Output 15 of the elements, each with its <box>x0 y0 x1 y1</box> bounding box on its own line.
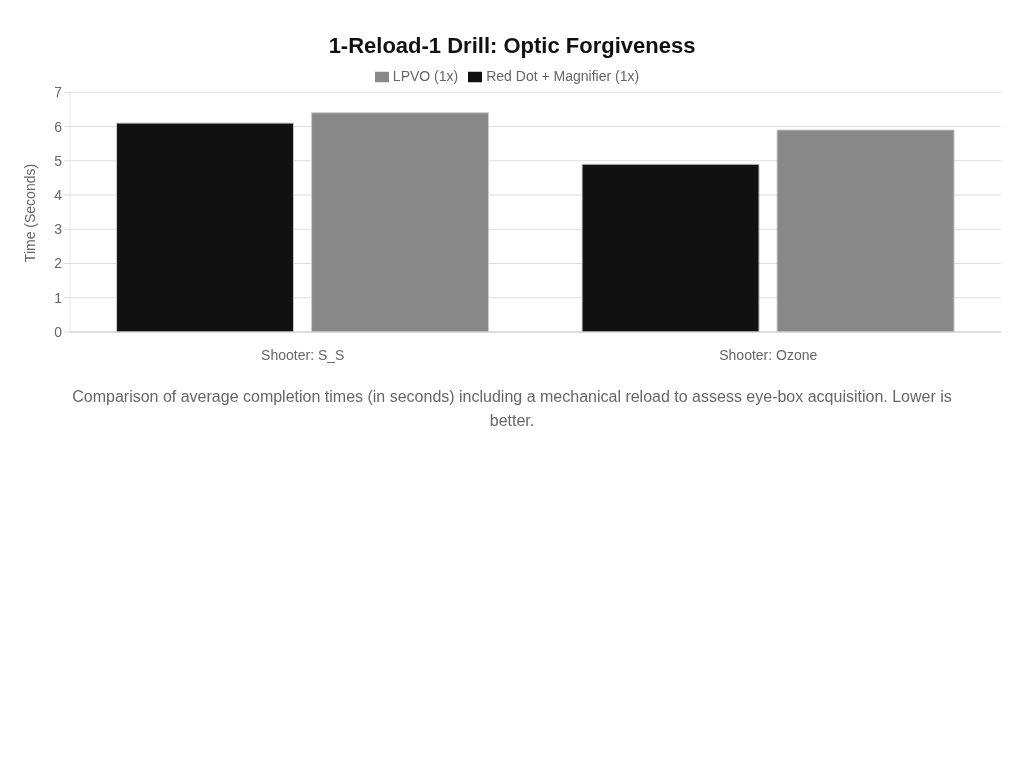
y-tick-label: 4 <box>54 187 63 203</box>
y-tick-label: 5 <box>54 152 63 169</box>
y-tick-label: 1 <box>54 289 63 306</box>
x-tick-label: Shooter: Ozone <box>719 346 818 363</box>
y-axis-title: Time (Seconds) <box>21 163 38 263</box>
y-tick-label: 3 <box>54 221 63 238</box>
x-tick-label: Shooter: S_S <box>261 346 345 363</box>
legend-label: Red Dot + Magnifier (1x) <box>486 68 640 84</box>
text: Comparison of average completion times (in seconds) including a mechanical reload to assess eye-box acquisition. Lower is better. <box>71 387 953 431</box>
y-tick-label: 6 <box>54 118 63 135</box>
y-tick-label: 0 <box>54 323 63 340</box>
y-tick-label: 7 <box>54 84 63 101</box>
legend-label: LPVO (1x) <box>392 68 459 84</box>
chart-title: 1-Reload-1 Drill: Optic Forgiveness <box>327 33 697 60</box>
y-tick-label: 2 <box>54 255 63 272</box>
